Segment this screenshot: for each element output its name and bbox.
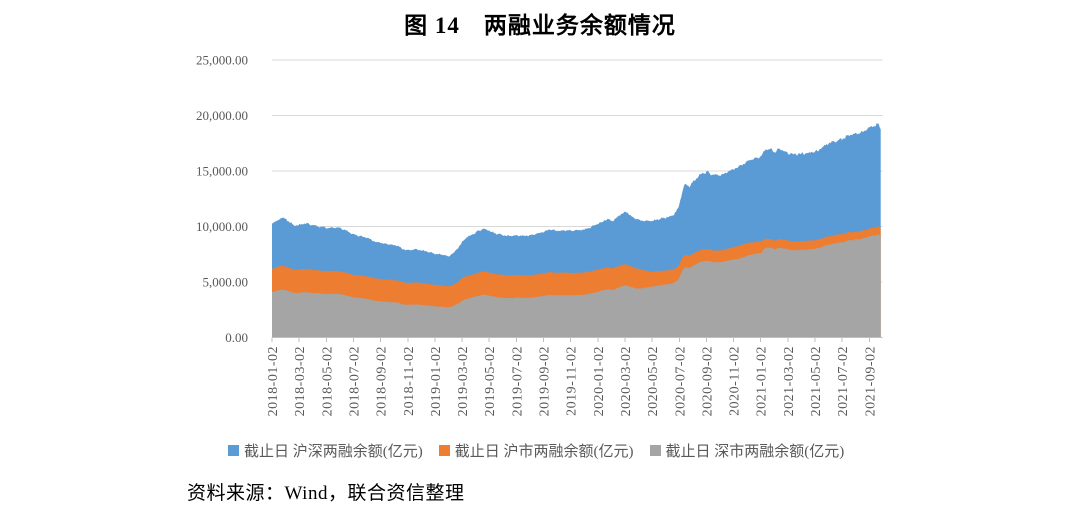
x-axis-tick-label: 2021-07-02: [836, 346, 851, 416]
legend-swatch-shenzhen: [649, 445, 661, 456]
x-axis-tick-label: 2018-01-02: [266, 346, 281, 416]
x-axis-tick-label: 2021-09-02: [863, 346, 878, 416]
x-axis-labels: 2018-01-02 2018-03-02 2018-05-02 2018-07-02…: [266, 346, 878, 416]
series-area-shenzhen-shenShi: [272, 234, 881, 338]
y-axis-tick-label: 10,000.00: [196, 219, 248, 234]
x-axis-tick-label: 2019-07-02: [510, 346, 525, 416]
chart-legend: 截止日 沪深两融余额(亿元) 截止日 沪市两融余额(亿元) 截止日 深市两融余额…: [228, 440, 844, 461]
x-axis-tick-label: 2020-11-02: [728, 346, 743, 416]
x-axis-tick-label: 2020-01-02: [592, 346, 607, 416]
legend-label-shenzhen: 截止日 深市两融余额(亿元): [665, 444, 845, 460]
x-axis-tick-label: 2019-11-02: [565, 346, 580, 416]
legend-label-shanghai: 截止日 沪市两融余额(亿元): [454, 444, 634, 460]
x-axis-tick-label: 2018-07-02: [347, 346, 362, 416]
x-axis-tick-label: 2020-05-02: [646, 346, 661, 416]
source-note: 资料来源：Wind，联合资信整理: [187, 483, 465, 504]
x-axis-tick-label: 2018-09-02: [375, 346, 390, 416]
legend-item-shanghai: 截止日 沪市两融余额(亿元): [438, 440, 634, 461]
page-title: 图 14 两融业务余额情况: [404, 13, 676, 38]
legend-item-shenzhen: 截止日 深市两融余额(亿元): [649, 440, 845, 461]
x-axis-tick-label: 2018-05-02: [320, 346, 335, 416]
x-axis-tick-label: 2018-03-02: [293, 346, 308, 416]
y-axis-tick-label: 20,000.00: [196, 108, 248, 123]
x-axis-tick-label: 2019-05-02: [483, 346, 498, 416]
legend-swatch-total: [228, 445, 239, 456]
margin-balance-area-chart: 0.00 5,000.00 10,000.00 15,000.00 20,000.00 2…: [196, 53, 883, 416]
x-axis-tick-label: 2021-05-02: [809, 346, 824, 416]
x-axis-tick-label: 2018-11-02: [402, 346, 417, 416]
y-axis-tick-label: 5,000.00: [203, 275, 249, 290]
x-axis-tick-label: 2020-03-02: [619, 346, 634, 416]
legend-label-total: 截止日 沪深两融余额(亿元): [244, 444, 423, 460]
y-axis-tick-label: 25,000.00: [196, 53, 248, 68]
y-axis-tick-label: 15,000.00: [196, 164, 248, 179]
x-axis-tick-label: 2019-03-02: [456, 346, 471, 416]
legend-swatch-shanghai: [438, 445, 450, 456]
x-axis-tick-label: 2020-07-02: [673, 346, 688, 416]
x-axis-tick-label: 2021-03-02: [782, 346, 797, 416]
y-axis-tick-label: 0.00: [225, 330, 248, 345]
x-axis-ticks: [271, 337, 870, 342]
legend-item-total: 截止日 沪深两融余额(亿元): [228, 440, 423, 461]
x-axis-tick-label: 2020-09-02: [700, 346, 715, 416]
y-axis-labels: 0.00 5,000.00 10,000.00 15,000.00 20,000.00 2…: [196, 53, 248, 346]
x-axis-tick-label: 2021-01-02: [755, 346, 770, 416]
x-axis-tick-label: 2019-01-02: [429, 346, 444, 416]
x-axis-tick-label: 2019-09-02: [538, 346, 553, 416]
